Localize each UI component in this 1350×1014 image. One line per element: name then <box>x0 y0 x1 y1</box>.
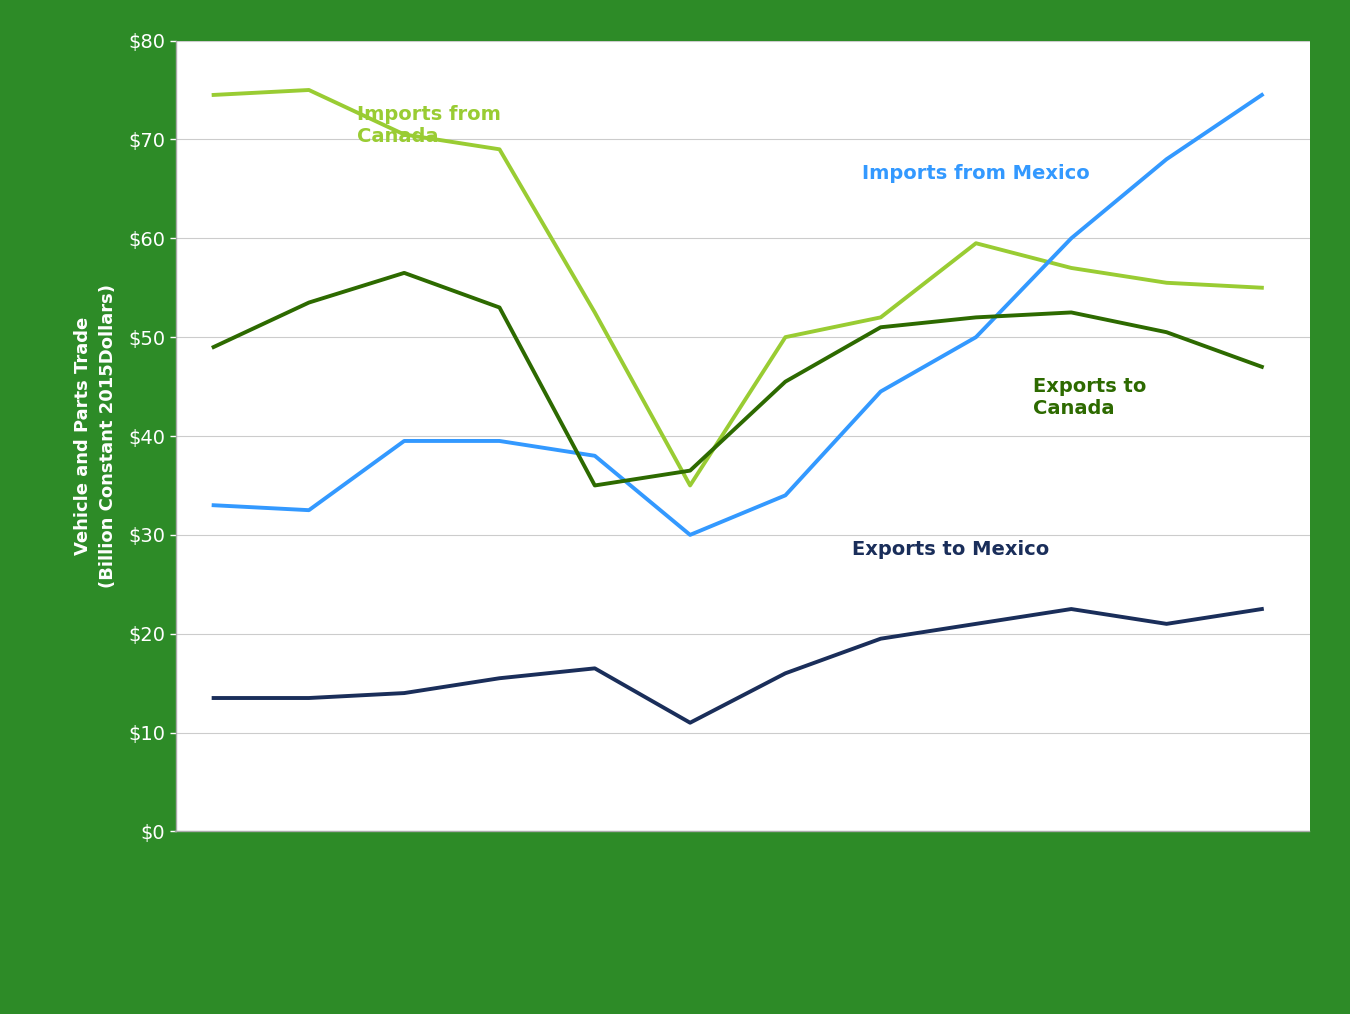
Text: Exports to
Canada: Exports to Canada <box>1033 376 1146 418</box>
Y-axis label: Vehicle and Parts Trade
(Billion Constant 2015Dollars): Vehicle and Parts Trade (Billion Constan… <box>74 284 117 588</box>
Text: Imports from Mexico: Imports from Mexico <box>861 164 1089 184</box>
Text: Exports to Mexico: Exports to Mexico <box>852 539 1049 559</box>
Text: Imports from
Canada: Imports from Canada <box>356 104 501 146</box>
